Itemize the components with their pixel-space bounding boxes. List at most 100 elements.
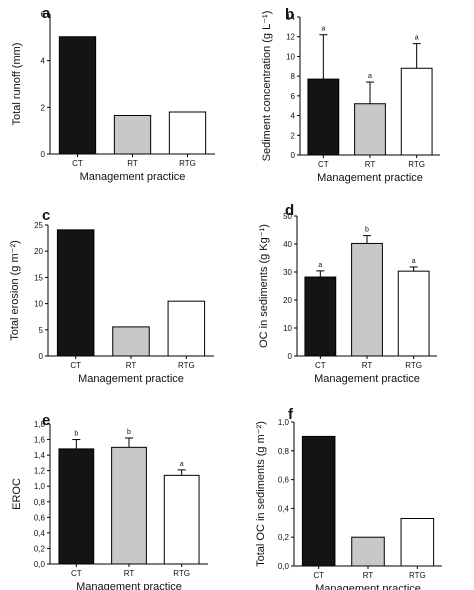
x-tick-label-RTG: RTG [405,361,422,370]
sig-label-RTG: a [180,461,184,468]
y-tick-label: 1,6 [34,436,46,445]
x-tick-label-CT: CT [315,361,326,370]
panel-letter-d: d [285,202,294,219]
x-tick-label-CT: CT [72,159,83,168]
x-axis-title: Management practice [76,581,182,590]
y-tick-label: 10 [286,52,295,61]
bar-RT [351,536,385,567]
y-tick-label: 0,8 [278,447,290,456]
x-axis-title: Management practice [314,373,420,385]
bar-RT [113,115,152,155]
y-tick-label: 0,2 [278,533,290,542]
x-tick-label-CT: CT [313,571,324,580]
x-axis-title: Management practice [317,172,423,184]
y-tick-label: 15 [34,273,43,282]
y-tick-label: 2 [41,103,46,112]
x-tick-label-CT: CT [71,569,82,578]
bar-RTG [167,300,206,357]
x-tick-label-RT: RT [365,160,376,169]
y-tick-label: 4 [291,112,296,121]
sig-label-CT: a [318,262,322,269]
bar-CT [56,229,95,357]
y-tick-label: 1,0 [278,418,290,427]
bar-CT [58,448,95,565]
sig-label-RT: a [368,73,372,80]
panel-e: e 0,0 0,2 0,4 0,6 0,8 1,0 1,2 1,4 1,6 1,8 b CT b RT a RT… [11,412,208,590]
bar-CT [307,78,340,156]
sig-label-CT: a [321,26,325,33]
sig-label-RT: b [365,227,369,234]
sig-label-RT: b [127,429,131,436]
y-tick-label: 8 [291,72,296,81]
panel-letter-a: a [42,5,51,22]
panel-letter-c: c [42,207,50,224]
y-tick-label: 1,2 [34,467,46,476]
x-tick-label-RTG: RTG [178,361,195,370]
y-tick-label: 0,2 [34,544,46,553]
bar-RT [354,103,386,156]
x-tick-label-RT: RT [126,361,137,370]
y-tick-label: 1,0 [34,482,46,491]
y-axis-title: OC in sediments (g Kg⁻¹) [258,224,270,348]
panel-letter-e: e [42,412,50,429]
y-tick-label: 0,4 [278,504,290,513]
x-tick-label-RT: RT [127,159,138,168]
y-tick-label: 40 [283,240,292,249]
y-tick-label: 0 [288,352,293,361]
y-tick-label: 12 [286,33,295,42]
panel-letter-f: f [288,406,294,423]
x-axis-title: Management practice [315,583,421,590]
y-tick-label: 2 [291,131,296,140]
bar-RT [351,242,383,357]
bar-RTG [400,517,435,567]
y-tick-label: 0 [291,151,296,160]
x-tick-label-RT: RT [362,361,373,370]
y-tick-label: 0 [39,352,44,361]
sig-label-CT: b [74,431,78,438]
x-tick-label-CT: CT [70,361,81,370]
y-tick-label: 0,6 [278,476,290,485]
x-tick-label-RTG: RTG [409,571,426,580]
x-tick-label-CT: CT [318,160,329,169]
x-tick-label-RTG: RTG [173,569,190,578]
x-tick-label-RTG: RTG [408,160,425,169]
x-axis-title: Management practice [78,373,184,385]
panel-b: b 0 2 4 6 8 10 12 14 a CT a RT a RTG Management practic… [261,6,440,184]
y-tick-label: 0,4 [34,529,46,538]
y-axis-title: EROC [11,478,23,510]
x-axis-title: Management practice [80,171,186,183]
y-tick-label: 10 [283,324,292,333]
y-tick-label: 20 [34,247,43,256]
y-tick-label: 6 [41,10,46,19]
bar-CT [304,276,337,357]
panel-a: a 0 2 4 6 CT RT RTG Management practice Total run… [11,5,215,183]
panel-c: c 0 5 10 15 20 25 CT RT RTG Management practice Tot… [9,207,214,385]
y-axis-title: Total OC in sediments (g m⁻²) [255,421,267,567]
y-tick-label: 0,0 [278,562,290,571]
y-tick-label: 6 [291,92,296,101]
y-tick-label: 0,0 [34,560,46,569]
bar-CT [301,435,336,567]
y-tick-label: 1,4 [34,451,46,460]
bar-RT [112,326,150,357]
y-tick-label: 10 [34,300,43,309]
y-tick-label: 0,6 [34,513,46,522]
sig-label-RTG: a [412,258,416,265]
y-tick-label: 0,8 [34,498,46,507]
y-axis-title: Sediment concentration (g L⁻¹) [261,11,273,162]
x-tick-label-RTG: RTG [179,159,196,168]
y-tick-label: 30 [283,268,292,277]
y-tick-label: 20 [283,296,292,305]
y-tick-label: 1,8 [34,420,46,429]
y-axis-title: Total runoff (mm) [11,43,23,126]
x-tick-label-RT: RT [363,571,374,580]
y-tick-label: 25 [34,221,43,230]
panel-letter-b: b [285,6,294,23]
bar-RT [111,446,147,565]
x-tick-label-RT: RT [124,569,135,578]
sig-label-RTG: a [415,35,419,42]
bar-RTG [168,111,207,155]
bar-CT [58,36,97,155]
y-tick-label: 4 [41,57,46,66]
y-tick-label: 14 [286,13,295,22]
